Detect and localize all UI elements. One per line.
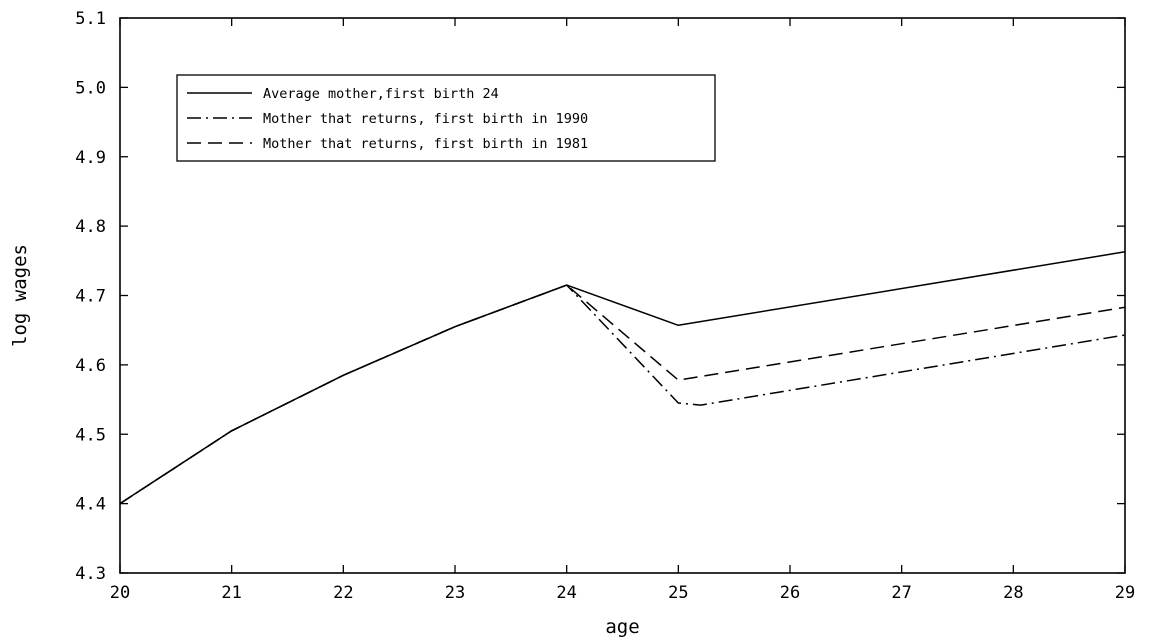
y-tick-label: 4.8 — [75, 217, 106, 237]
x-tick-label: 28 — [1003, 583, 1023, 603]
series-line — [119, 284, 1126, 505]
x-tick-label: 20 — [110, 583, 130, 603]
y-tick-label: 4.7 — [75, 287, 106, 307]
x-tick-label: 25 — [668, 583, 688, 603]
x-tick-label: 21 — [221, 583, 241, 603]
y-tick-label: 4.5 — [75, 425, 106, 445]
x-tick-label: 26 — [780, 583, 800, 603]
legend-label: Average mother,first birth 24 — [263, 86, 499, 102]
y-tick-label: 4.6 — [75, 356, 106, 376]
x-tick-label: 22 — [333, 583, 353, 603]
y-tick-label: 4.4 — [75, 495, 106, 515]
legend-label: Mother that returns, first birth in 1981 — [263, 136, 588, 152]
legend: Average mother,first birth 24 Mother that… — [176, 74, 716, 162]
x-tick-label: 29 — [1115, 583, 1135, 603]
series-line — [119, 284, 1126, 505]
y-tick-label: 5.1 — [75, 9, 106, 29]
legend-box — [176, 74, 716, 162]
series-lines — [119, 251, 1126, 505]
x-axis-title: age — [605, 616, 639, 638]
legend-items: Average mother,first birth 24 Mother that… — [187, 86, 588, 152]
axis-tick-labels: 20 21 22 23 24 25 26 27 28 29 4.3 4.4 4.5 4.6 4.7 4.8 4.… — [75, 9, 1135, 603]
y-axis-title: log wages — [9, 244, 31, 347]
plot-area-frame — [119, 17, 1126, 574]
legend-label: Mother that returns, first birth in 1990 — [263, 111, 588, 127]
x-tick-label: 24 — [556, 583, 576, 603]
x-tick-label: 27 — [891, 583, 911, 603]
x-tick-label: 23 — [445, 583, 465, 603]
y-tick-label: 4.3 — [75, 564, 106, 584]
y-tick-label: 5.0 — [75, 78, 106, 98]
y-tick-label: 4.9 — [75, 148, 106, 168]
